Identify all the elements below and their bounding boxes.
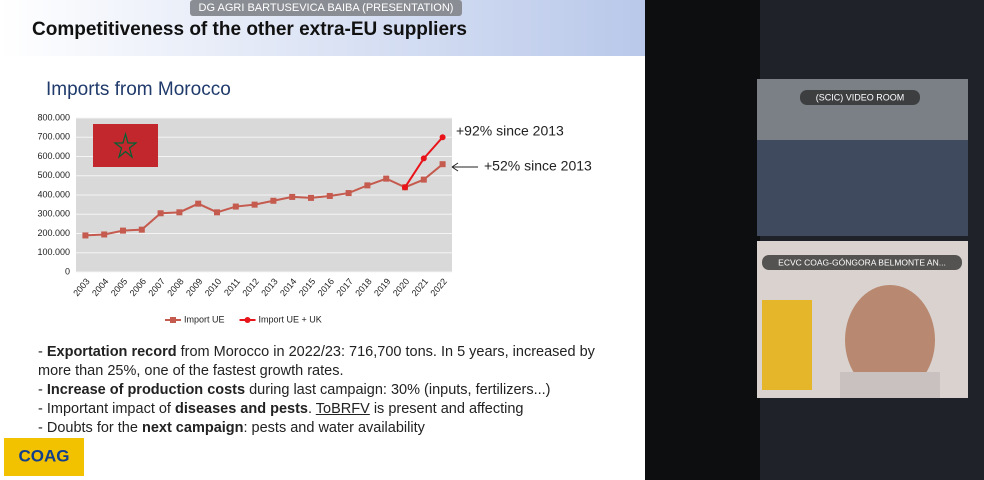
point	[138, 226, 145, 233]
y-tick-label: 800.000	[37, 112, 70, 122]
bullet: - Doubts for the next campaign: pests an…	[38, 419, 630, 438]
bullet-text: during last campaign: 30% (inputs, ferti…	[245, 382, 551, 398]
point	[345, 190, 352, 197]
legend-marker	[170, 317, 176, 323]
point	[82, 232, 89, 239]
bullet-text: Exportation record	[46, 344, 177, 360]
series-line	[85, 163, 444, 237]
point	[289, 193, 296, 200]
y-tick-label: 500.000	[37, 170, 70, 180]
flag-star	[113, 131, 138, 159]
y-tick-label: 0	[65, 266, 70, 276]
tile-label: ECVC COAG-GÓNGORA BELMONTE AN...	[778, 257, 946, 267]
tile-label-bg	[762, 255, 962, 270]
annotation: +92% since 2013	[456, 123, 564, 139]
point	[101, 231, 108, 238]
point	[439, 134, 446, 141]
point	[402, 184, 408, 191]
flag	[93, 124, 158, 167]
bullet-list: - Exportation record from Morocco in 202…	[38, 343, 630, 438]
bullet-text: - Important impact of	[38, 401, 175, 417]
y-tick-label: 300.000	[37, 209, 70, 219]
bullet-text: next campaign	[141, 420, 244, 436]
presenter-banner-bg	[190, 0, 462, 16]
logo: COAG	[19, 446, 70, 465]
point	[420, 155, 427, 162]
point	[214, 209, 220, 216]
point	[439, 161, 446, 168]
point	[176, 209, 183, 216]
bullet-text: from Morocco in 2022/23: 716,700 tons. I…	[38, 344, 599, 379]
point	[383, 175, 390, 182]
bullet: - Exportation record from Morocco in 202…	[38, 343, 630, 381]
bullet-text: ToBRFV	[315, 401, 370, 417]
room-seats	[757, 140, 968, 236]
legend-label: Import UE + UK	[259, 314, 322, 324]
point	[308, 194, 314, 201]
y-tick-label: 600.000	[37, 151, 70, 161]
annotation: +52% since 2013	[484, 158, 592, 174]
presenter-banner: DG AGRI BARTUSEVICA BAIBA (PRESENTATION)	[199, 2, 454, 14]
legend-marker	[244, 317, 251, 323]
y-tick-label: 700.000	[37, 132, 70, 142]
y-tick-label: 400.000	[37, 189, 70, 199]
y-tick-label: 100.000	[37, 247, 70, 257]
bullet-text: - Doubts for the	[38, 420, 142, 436]
bullet-text: Increase of production costs	[46, 382, 246, 398]
point	[364, 182, 371, 189]
y-tick-label: 200.000	[37, 228, 70, 238]
side-panel	[760, 0, 984, 480]
point	[270, 197, 277, 204]
shirt	[840, 372, 940, 398]
bullet: - Important impact of diseases and pests…	[38, 400, 630, 419]
point	[420, 176, 427, 183]
bullet-text: is present and affecting	[369, 401, 524, 417]
bullet: - Increase of production costs during la…	[38, 381, 630, 400]
bullet-text: -	[38, 382, 47, 398]
bullet-text: : pests and water availability	[243, 420, 425, 436]
bullet-text: -	[38, 344, 47, 360]
person	[845, 285, 935, 395]
point	[157, 210, 164, 217]
point	[232, 203, 239, 210]
tile-label-bg	[800, 90, 920, 105]
slide-title: Competitiveness of the other extra-EU su…	[32, 19, 467, 40]
tile-label: (SCIC) VIDEO ROOM	[816, 92, 905, 102]
point	[195, 200, 202, 207]
legend-label: Import UE	[184, 314, 225, 324]
chart-title: Imports from Morocco	[46, 79, 231, 100]
point	[120, 227, 126, 234]
point	[326, 192, 333, 199]
bullet-text: diseases and pests	[175, 401, 308, 417]
bullet-text: .	[308, 401, 316, 417]
logo-bg	[4, 438, 84, 476]
poster	[762, 300, 812, 390]
point	[251, 201, 258, 208]
annotation-arrowhead	[451, 162, 459, 172]
